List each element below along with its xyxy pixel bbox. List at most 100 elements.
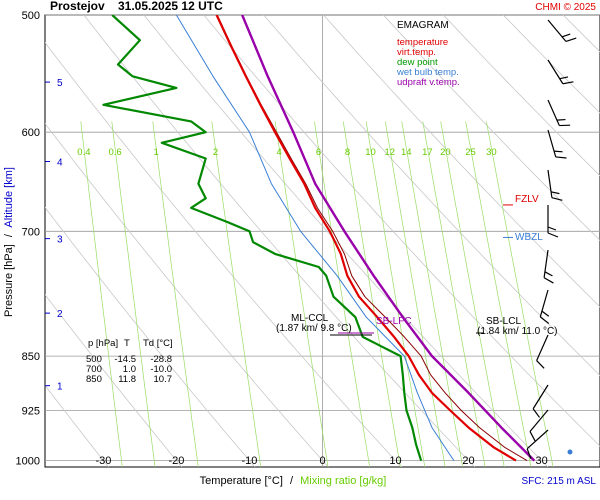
- mixing-ratio-line: [440, 121, 505, 467]
- wet-bulb-line: [175, 15, 455, 461]
- wind-barb-feather: [561, 33, 571, 38]
- wind-barb-feather: [526, 448, 532, 460]
- dry-adiabat-line: [383, 15, 600, 241]
- mixing-ratio-label: 14: [401, 147, 412, 158]
- sb-lfc-label: SB-LFC: [376, 316, 412, 327]
- mixing-ratio-label: 10: [365, 147, 376, 158]
- mixing-ratio-line: [211, 121, 262, 467]
- dry-adiabat-line: [443, 15, 600, 177]
- wind-barb-feather: [556, 118, 566, 121]
- legend: EMAGRAM temperature virt.temp. dew point…: [396, 20, 460, 88]
- wind-barb-staff: [536, 334, 549, 361]
- table-cell: -10.0: [150, 364, 172, 375]
- x-axis-title-temperature: Temperature [°C]: [200, 475, 283, 487]
- table-cell: 10.7: [154, 374, 173, 385]
- legend-item-temperature: temperature: [397, 37, 448, 48]
- mixing-ratio-label: 2: [213, 147, 218, 158]
- table-cell: 11.8: [118, 374, 136, 385]
- x-tick-label: 0: [319, 455, 325, 467]
- wind-barbs: [526, 19, 577, 460]
- wind-barb: [526, 429, 549, 460]
- mixing-ratio-line: [152, 121, 199, 467]
- dry-adiabat-line: [45, 206, 256, 467]
- mixing-ratio-label: 20: [440, 147, 451, 158]
- wind-barb-feather: [539, 316, 550, 324]
- wind-barb: [547, 19, 577, 43]
- x-axis-title-mixing: Mixing ratio [g/kg]: [300, 475, 386, 487]
- x-axis-title: Temperature [°C] / Mixing ratio [g/kg]: [200, 475, 387, 487]
- ml-ccl-label: ML-CCL: [291, 313, 329, 324]
- sb-lcl-values: (1.84 km/ 11.0 °C): [477, 326, 558, 337]
- mixing-ratio-line: [465, 121, 532, 467]
- dry-adiabat-line: [45, 41, 402, 467]
- wind-barb-feather: [547, 226, 557, 231]
- wind-barb-staff: [526, 429, 549, 450]
- x-axis-title-sep: /: [290, 475, 294, 487]
- mixing-ratio-line: [365, 121, 426, 467]
- ml-ccl-values: (1.87 km/ 9.8 °C): [276, 323, 352, 334]
- level-annotations: FZLV WBZL SB-LFC ML-CCL (1.87 km/ 9.8 °C…: [276, 194, 558, 337]
- wind-barb: [539, 289, 550, 324]
- wind-barb: [547, 205, 559, 238]
- wind-barb-staff: [543, 249, 549, 278]
- altitude-ticks: 1 2 3 4 5: [45, 78, 63, 393]
- x-tick-label: 30: [535, 455, 547, 467]
- table-cell: -28.8: [150, 354, 172, 365]
- table-cell: 500: [86, 354, 102, 365]
- x-ticks: -30 -20 -10 0 10 20 30: [95, 455, 547, 467]
- table-cell: 700: [86, 364, 102, 375]
- wind-barb-feather: [544, 271, 553, 277]
- legend-item-virt-temp: virt.temp.: [397, 47, 436, 58]
- mixing-ratio-line: [422, 121, 486, 467]
- mixing-ratio-line: [486, 121, 554, 467]
- legend-item-wet-bulb: wet bulb temp.: [396, 67, 459, 78]
- x-tick-label: 10: [389, 455, 401, 467]
- mixing-ratio-label: 25: [465, 147, 476, 158]
- series-layer: [102, 15, 536, 462]
- table-cell: 850: [86, 374, 102, 385]
- wind-barb-feather: [550, 191, 560, 195]
- mixing-ratio-line: [384, 121, 446, 467]
- dry-adiabat-line: [203, 15, 600, 447]
- fzlv-label: FZLV: [515, 194, 539, 205]
- wind-barb-staff: [532, 384, 549, 410]
- wind-barb-feather: [554, 150, 563, 153]
- mixing-ratio-lines: 0.4 0.6 1 2 4 6 8 10 12 14 17 20 25 30: [77, 121, 554, 467]
- y-axis-title-pressure: Pressure [hPa]: [3, 244, 15, 317]
- mixing-ratio-label: 0.4: [77, 147, 90, 158]
- plot-area: 0.4 0.6 1 2 4 6 8 10 12 14 17 20 25 30: [0, 14, 600, 468]
- dry-adiabat-line: [143, 15, 549, 467]
- mixing-ratio-line: [342, 121, 401, 467]
- y-ticks: 500 600 700 850 925 1000: [16, 10, 40, 468]
- table-cell: 1.0: [123, 364, 136, 375]
- wind-barb: [536, 334, 549, 369]
- dry-adiabats: [0, 15, 600, 467]
- sb-lcl-label: SB-LCL: [486, 316, 521, 327]
- altitude-tick-label: 1: [57, 382, 63, 393]
- annotation-layer: [330, 204, 513, 336]
- table-header-p: p [hPa]: [88, 338, 118, 349]
- updraft-line: [241, 15, 536, 462]
- wind-barb-staff: [547, 19, 567, 42]
- mixing-ratio-line: [80, 121, 123, 467]
- mixing-ratio-label: 6: [316, 147, 321, 158]
- y-tick-label: 600: [22, 127, 40, 139]
- wind-barb: [532, 384, 549, 418]
- wind-barb-feather: [536, 360, 545, 369]
- wind-barb-feather: [543, 277, 554, 284]
- wind-barb-feather: [532, 408, 541, 418]
- datetime-title: 31.05.2025 12 UTC: [118, 0, 223, 13]
- mixing-ratio-label: 8: [345, 147, 350, 158]
- mixing-ratio-label: 17: [422, 147, 433, 158]
- wind-barb: [547, 99, 571, 127]
- y-axis-title-sep: /: [3, 233, 15, 237]
- y-axis-title-altitude: Altitude [km]: [3, 167, 15, 228]
- dry-adiabat-line: [45, 122, 329, 467]
- y-tick-label: 1000: [16, 456, 40, 468]
- altitude-tick-label: 4: [57, 158, 63, 169]
- dry-adiabat-line: [0, 15, 35, 467]
- wind-barb-staff: [547, 99, 560, 126]
- wind-barb-feather: [529, 431, 536, 442]
- wind-barb-staff: [539, 289, 549, 318]
